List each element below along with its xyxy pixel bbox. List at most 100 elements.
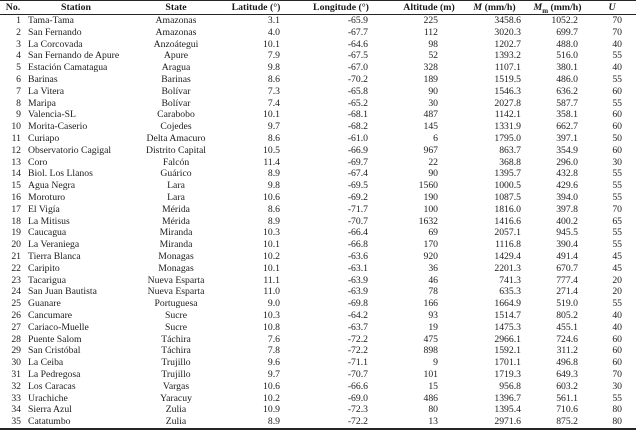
cell-state: Distrito Capital — [145, 144, 206, 156]
cell-lon: -64.6 — [347, 38, 368, 50]
cell-state: Monagas — [158, 250, 194, 262]
cell-u: 60 — [612, 109, 622, 121]
cell-mm: 394.0 — [556, 192, 578, 203]
header-row: No. Station State Latitude (°) Longitude… — [0, 0, 636, 15]
cell-lat: 10.1 — [263, 262, 280, 274]
cell-lon: -70.7 — [347, 215, 368, 227]
cell-lon: -66.6 — [347, 380, 368, 392]
cell-lat: 10.1 — [263, 109, 280, 121]
cell-mm: 875.2 — [556, 416, 578, 428]
cell-no: 3 — [16, 38, 21, 50]
cell-no: 23 — [11, 274, 21, 286]
cell-no: 2 — [16, 26, 21, 38]
table-row: 4 San Fernando de Apure Apure 7.9 -67.5 52 139… — [0, 50, 636, 62]
table-row: 16 Moroturo Lara 10.6 -69.2 190 1087.5 394.0 55 — [0, 192, 636, 204]
cell-no: 26 — [11, 309, 21, 321]
cell-m: 1087.5 — [494, 192, 521, 203]
cell-m: 1701.1 — [494, 357, 521, 369]
cell-u: 55 — [612, 298, 622, 310]
cell-lon: -67.5 — [347, 50, 368, 62]
cell-u: 60 — [612, 345, 622, 357]
cell-lon: -67.0 — [347, 62, 368, 74]
cell-u: 30 — [612, 156, 622, 168]
cell-u: 50 — [612, 133, 622, 145]
cell-lat: 9.8 — [267, 180, 280, 192]
cell-station: La Vitera — [28, 85, 65, 97]
cell-mm: 662.7 — [556, 121, 578, 133]
cell-m: 1514.7 — [494, 309, 521, 321]
mm-subscript: m — [542, 6, 549, 15]
cell-u: 60 — [612, 357, 622, 369]
cell-lat: 10.6 — [263, 192, 280, 203]
cell-m: 1546.3 — [494, 85, 521, 97]
cell-no: 5 — [16, 62, 21, 74]
m-symbol: M — [473, 1, 483, 13]
cell-u: 40 — [612, 321, 622, 333]
cell-m: 1664.9 — [494, 298, 521, 310]
table-row: 8 Maripa Bolívar 7.4 -65.2 30 2027.8 587.7 55 — [0, 98, 636, 110]
cell-alt: 475 — [423, 333, 438, 345]
cell-mm: 400.2 — [556, 215, 578, 227]
cell-station: Urachiche — [28, 392, 68, 404]
cell-state: Mérida — [162, 215, 190, 227]
cell-alt: 967 — [423, 144, 438, 156]
cell-no: 34 — [11, 404, 21, 416]
cell-m: 863.7 — [499, 144, 521, 156]
cell-alt: 69 — [428, 227, 438, 239]
cell-alt: 90 — [428, 168, 438, 180]
table-header: No. Station State Latitude (°) Longitude… — [0, 0, 636, 15]
cell-mm: 670.7 — [556, 262, 578, 274]
table-row: 11 Curiapo Delta Amacuro 8.6 -61.0 6 1795.0 397… — [0, 133, 636, 145]
table-row: 31 La Pedregosa Trujillo 9.7 -70.7 101 1719.3 6… — [0, 369, 636, 381]
cell-u: 40 — [612, 309, 622, 321]
cell-state: Carabobo — [157, 109, 195, 121]
cell-mm: 710.6 — [556, 404, 578, 416]
cell-m: 1592.1 — [494, 345, 521, 357]
table-row: 21 Tierra Blanca Monagas 10.2 -63.6 920 1429.4… — [0, 251, 636, 263]
cell-state: Nueva Esparta — [147, 274, 205, 286]
cell-m: 956.8 — [499, 380, 521, 392]
column-header-m: M (mm/h) — [462, 0, 527, 15]
cell-mm: 496.8 — [556, 357, 578, 369]
cell-mm: 603.2 — [556, 380, 578, 392]
mm-symbol: M — [533, 1, 543, 13]
cell-lon: -65.9 — [347, 15, 368, 27]
cell-u: 70 — [612, 26, 622, 38]
table-row: 25 Guanare Portuguesa 9.0 -69.8 166 1664.9 519.… — [0, 298, 636, 310]
cell-state: Apure — [163, 50, 189, 62]
cell-state: Cojedes — [160, 121, 192, 133]
cell-u: 55 — [612, 50, 622, 62]
column-header-latitude: Latitude (°) — [226, 0, 286, 15]
cell-station: La Corcovada — [28, 38, 83, 50]
cell-m: 1395.4 — [494, 404, 521, 416]
cell-no: 13 — [11, 156, 21, 168]
cell-alt: 78 — [428, 286, 438, 298]
cell-no: 22 — [11, 262, 21, 274]
cell-alt: 15 — [428, 380, 438, 392]
cell-lat: 10.1 — [263, 38, 280, 50]
table-row: 9 Valencia-SL Carabobo 10.1 -68.1 487 1142.1 35… — [0, 109, 636, 121]
cell-m: 1116.8 — [495, 239, 521, 251]
cell-station: Biol. Los Llanos — [28, 168, 93, 180]
cell-lat: 11.0 — [263, 286, 280, 298]
cell-lon: -63.9 — [347, 286, 368, 298]
cell-station: Caripito — [28, 262, 60, 274]
cell-lon: -69.0 — [347, 392, 368, 404]
cell-u: 40 — [612, 38, 622, 50]
cell-lon: -71.7 — [347, 203, 368, 215]
cell-m: 1475.3 — [494, 321, 521, 333]
cell-no: 6 — [16, 74, 21, 86]
cell-station: Valencia-SL — [28, 109, 76, 121]
cell-u: 20 — [612, 274, 622, 286]
cell-no: 4 — [16, 50, 21, 62]
cell-mm: 516.0 — [556, 50, 578, 62]
cell-station: La Mitisus — [28, 215, 70, 227]
cell-lat: 8.9 — [267, 168, 280, 180]
cell-state: Portuguesa — [154, 298, 198, 310]
cell-alt: 19 — [428, 321, 438, 333]
cell-u: 55 — [612, 227, 622, 239]
cell-state: Sucre — [164, 321, 188, 333]
column-header-no: No. — [0, 0, 26, 15]
cell-mm: 486.0 — [556, 74, 578, 86]
cell-alt: 189 — [423, 74, 438, 86]
